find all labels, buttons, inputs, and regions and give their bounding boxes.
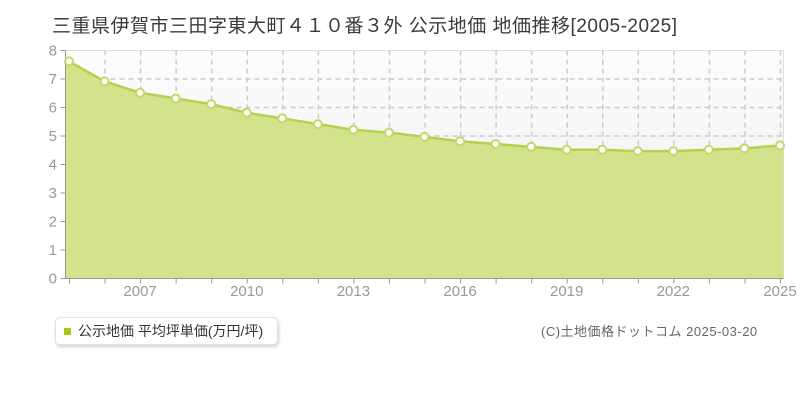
data-point-2005 <box>64 56 74 67</box>
data-point-2006 <box>99 76 110 87</box>
data-point-2010 <box>241 107 252 118</box>
svg-text:0: 0 <box>49 271 57 288</box>
data-point-2011 <box>277 113 288 124</box>
data-point-2019 <box>561 144 572 155</box>
svg-text:4: 4 <box>49 157 57 174</box>
svg-text:2025: 2025 <box>763 283 796 300</box>
svg-text:2022: 2022 <box>657 283 690 300</box>
svg-text:6: 6 <box>49 100 57 117</box>
x-tick-labels: 2007 2010 2013 2016 2019 2022 2025 <box>123 283 796 300</box>
data-point-2021 <box>632 146 643 157</box>
data-point-2025 <box>775 140 785 151</box>
data-point-2012 <box>312 119 323 130</box>
data-point-2015 <box>419 131 430 142</box>
svg-text:2019: 2019 <box>550 283 583 300</box>
x-axis <box>65 278 784 284</box>
svg-text:2016: 2016 <box>443 283 476 300</box>
svg-text:1: 1 <box>49 242 57 259</box>
data-point-2024 <box>739 143 750 154</box>
data-point-2013 <box>348 124 359 135</box>
data-point-2008 <box>170 93 181 104</box>
svg-text:2007: 2007 <box>123 283 156 300</box>
svg-text:3: 3 <box>49 185 57 202</box>
svg-text:2: 2 <box>49 214 57 231</box>
data-point-2014 <box>383 127 394 138</box>
legend-series-label: 公示地価 平均坪単価(万円/坪) <box>78 323 264 339</box>
data-point-2016 <box>455 136 466 147</box>
data-points[interactable] <box>64 56 785 157</box>
svg-text:5: 5 <box>49 128 57 145</box>
legend-series-marker-icon <box>64 327 71 335</box>
legend: 公示地価 平均坪単価(万円/坪) <box>55 317 279 345</box>
chart-title: 三重県伊賀市三田字東大町４１０番３外 公示地価 地価推移[2005-2025] <box>52 16 678 37</box>
svg-text:7: 7 <box>49 71 57 88</box>
y-axis <box>60 50 66 279</box>
svg-text:8: 8 <box>49 43 57 60</box>
svg-text:2010: 2010 <box>230 283 263 300</box>
y-tick-labels: 0 1 2 3 4 5 6 7 8 <box>49 43 57 288</box>
data-point-2018 <box>526 141 537 152</box>
data-point-2020 <box>597 144 608 155</box>
data-point-2022 <box>668 146 679 157</box>
copyright-text: (C)土地価格ドットコム 2025-03-20 <box>541 324 758 339</box>
data-point-2009 <box>206 99 217 110</box>
data-point-2007 <box>135 87 146 98</box>
data-point-2017 <box>490 139 501 150</box>
svg-text:2013: 2013 <box>337 283 370 300</box>
data-point-2023 <box>703 144 714 155</box>
